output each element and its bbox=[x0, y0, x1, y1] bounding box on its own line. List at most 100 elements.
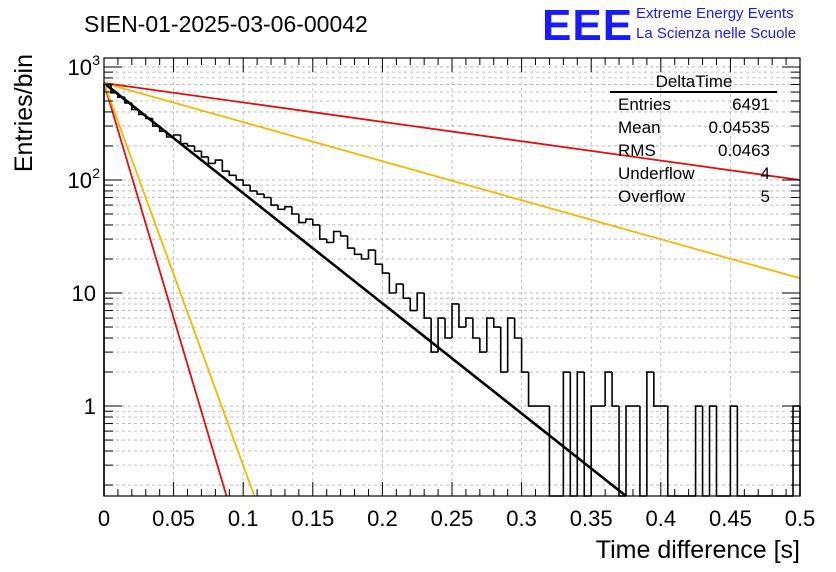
x-tick-label: 0.05 bbox=[152, 506, 195, 531]
histogram-bin bbox=[472, 318, 480, 339]
histogram-bin bbox=[729, 405, 738, 496]
x-tick-label: 0.4 bbox=[646, 506, 677, 531]
stats-value-underflow: 4 bbox=[761, 164, 770, 183]
stats-label-underflow: Underflow bbox=[618, 164, 695, 183]
stats-label-entries: Entries bbox=[618, 95, 671, 114]
org-name-line1: Extreme Energy Events bbox=[636, 5, 794, 22]
histogram-bin bbox=[305, 218, 313, 223]
histogram-bin bbox=[388, 273, 397, 294]
y-tick-label: 10 bbox=[68, 55, 92, 80]
x-tick-label: 0.35 bbox=[570, 506, 613, 531]
axes: 0 0.05 0.1 0.15 0.2 0.25 0.3 0.35 0.4 0.45 0.5 1 10 1… bbox=[68, 52, 816, 531]
y-tick-label: 10 bbox=[72, 281, 96, 306]
histogram-bin bbox=[346, 235, 355, 249]
histogram-bin bbox=[312, 219, 320, 226]
x-tick-label: 0.5 bbox=[785, 506, 816, 531]
histogram-bin bbox=[110, 84, 118, 94]
histogram-bin bbox=[332, 230, 341, 243]
histogram-bin bbox=[409, 298, 418, 312]
histogram-bin bbox=[179, 135, 188, 145]
histogram-bin bbox=[513, 318, 522, 339]
y-tick-exponent: 2 bbox=[92, 165, 100, 181]
reference-line bbox=[103, 82, 256, 497]
stats-value-overflow: 5 bbox=[761, 187, 770, 206]
histogram-bin bbox=[144, 114, 153, 120]
histogram-bin bbox=[653, 372, 661, 407]
histogram-bin bbox=[374, 250, 383, 265]
histogram-bin bbox=[138, 109, 146, 116]
histogram-bin bbox=[158, 126, 167, 133]
histogram-bin bbox=[492, 318, 501, 328]
histogram-bin bbox=[325, 239, 334, 244]
reference-line bbox=[103, 82, 228, 497]
histogram-bin bbox=[172, 134, 181, 137]
histogram-bin bbox=[458, 303, 466, 328]
org-name-line2: La Scienza nelle Scuole bbox=[636, 25, 796, 42]
histogram-bin bbox=[506, 317, 515, 373]
histogram-bin bbox=[284, 205, 292, 210]
histogram-bin bbox=[270, 197, 278, 206]
histogram-bin bbox=[339, 231, 348, 237]
histogram-bin bbox=[367, 249, 376, 259]
histogram-bin bbox=[235, 175, 244, 181]
histogram-bin bbox=[298, 214, 306, 224]
y-tick-label: 10 bbox=[68, 168, 92, 193]
x-tick-label: 0.1 bbox=[228, 506, 259, 531]
x-tick-label: 0.3 bbox=[506, 506, 537, 531]
histogram-bin bbox=[214, 159, 223, 164]
histogram-bin bbox=[465, 317, 473, 328]
run-title: SIEN-01-2025-03-06-00042 bbox=[84, 11, 368, 37]
x-tick-label: 0 bbox=[98, 506, 110, 531]
histogram-bin bbox=[486, 317, 494, 353]
histogram-bin bbox=[353, 248, 362, 256]
histogram-bin bbox=[402, 284, 411, 299]
histogram-bin bbox=[131, 102, 139, 111]
stats-box: DeltaTime Entries 6491 Mean 0.04535 RMS … bbox=[610, 72, 777, 206]
histogram-bin bbox=[207, 156, 216, 165]
histogram-bin bbox=[499, 327, 508, 373]
histogram-bin bbox=[221, 160, 230, 172]
histogram-bin bbox=[263, 194, 272, 199]
stats-label-mean: Mean bbox=[618, 118, 661, 137]
histogram-bin bbox=[318, 224, 327, 240]
stats-value-mean: 0.04535 bbox=[709, 118, 770, 137]
x-axis-label: Time difference [s] bbox=[596, 536, 800, 564]
histogram-bin bbox=[576, 371, 585, 496]
histogram-bin bbox=[165, 131, 174, 138]
histogram-bin bbox=[444, 318, 452, 339]
stats-title: DeltaTime bbox=[656, 72, 733, 91]
x-tick-label: 0.2 bbox=[367, 506, 398, 531]
stats-label-overflow: Overflow bbox=[618, 187, 686, 206]
histogram-bin bbox=[381, 264, 390, 274]
histogram-bin bbox=[291, 206, 299, 215]
histogram-bin bbox=[708, 405, 717, 496]
histogram-bin bbox=[242, 179, 251, 186]
histogram-bin bbox=[611, 372, 620, 407]
stats-label-rms: RMS bbox=[618, 141, 656, 160]
histogram-bin bbox=[200, 151, 209, 158]
fit-line bbox=[103, 82, 627, 498]
y-tick-exponent: 3 bbox=[92, 52, 100, 68]
stats-value-rms: 0.0463 bbox=[718, 141, 770, 160]
histogram-bin bbox=[562, 371, 571, 496]
histogram-bin bbox=[124, 97, 132, 104]
y-axis-label: Entries/bin bbox=[10, 54, 38, 172]
histogram-bin bbox=[520, 337, 529, 373]
histogram-bin bbox=[249, 185, 258, 192]
x-tick-label: 0.15 bbox=[291, 506, 334, 531]
reference-line bbox=[103, 82, 801, 181]
histogram-bin bbox=[604, 371, 613, 407]
histogram-bin bbox=[590, 405, 599, 496]
histogram-bin bbox=[479, 337, 487, 353]
stats-value-entries: 6491 bbox=[732, 95, 770, 114]
histogram-bin bbox=[117, 92, 125, 98]
histogram-bin bbox=[186, 143, 195, 147]
x-tick-label: 0.25 bbox=[431, 506, 474, 531]
histogram-bin bbox=[430, 318, 439, 353]
histogram-bin bbox=[151, 118, 160, 127]
histogram-bin bbox=[423, 293, 432, 319]
eee-logo: EEE bbox=[542, 1, 633, 50]
histogram-bin bbox=[395, 283, 404, 294]
series-layer bbox=[103, 82, 801, 498]
